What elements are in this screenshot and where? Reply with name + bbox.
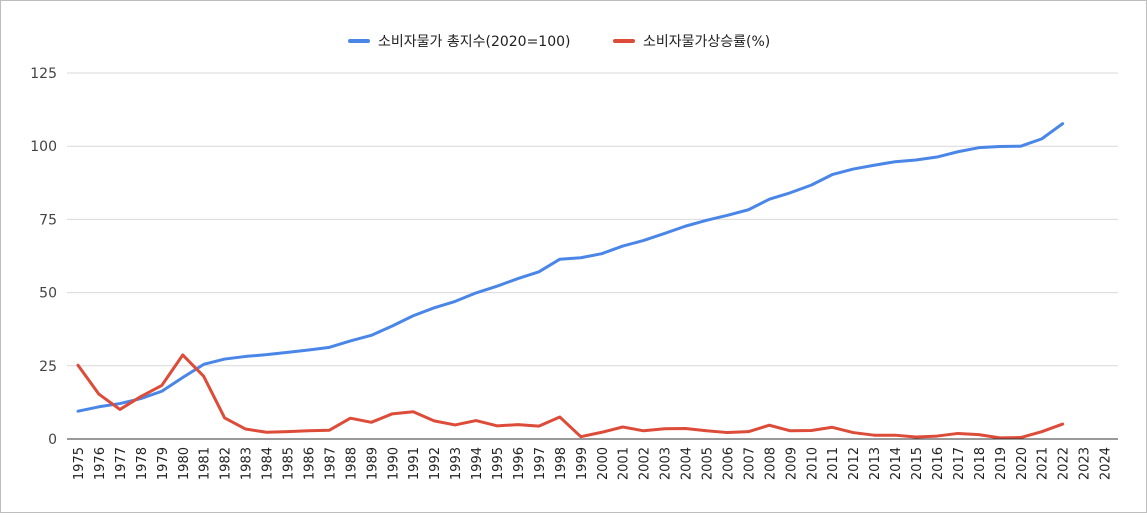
x-tick-label: 2016 [931,447,946,480]
x-tick-label: 1996 [512,447,527,480]
x-tick-label: 1999 [575,447,590,480]
x-tick-label: 1998 [554,447,569,480]
series-line-cpi-index [76,122,1065,413]
x-tick-label: 2015 [910,447,925,480]
x-tick-label: 1990 [386,447,401,480]
x-tick-label: 1983 [240,447,255,480]
x-tick-label: 1988 [344,447,359,480]
x-tick-label: 2003 [659,447,674,480]
legend-label: 소비자물가상승률(%) [643,34,770,50]
y-tick-label: 50 [39,286,57,302]
x-tick-label: 1979 [156,447,171,480]
x-tick-label: 2013 [868,447,883,480]
x-tick-label: 1981 [198,447,213,480]
series-line-inflation-rate [76,353,1065,440]
x-tick-label: 2006 [721,447,736,480]
y-tick-label: 25 [39,359,57,375]
x-tick-label: 1987 [323,447,338,480]
x-tick-label: 1986 [302,447,317,480]
x-tick-label: 2019 [994,447,1009,480]
x-tick-label: 2022 [1057,447,1072,480]
legend-label: 소비자물가 총지수(2020=100) [378,34,571,50]
x-tick-label: 1989 [365,447,380,480]
x-tick-label: 1976 [93,447,108,480]
x-tick-label: 1993 [449,447,464,480]
x-tick-label: 1980 [177,447,192,480]
x-tick-label: 2011 [826,447,841,480]
x-tick-label: 2008 [763,447,778,480]
x-tick-label: 2014 [889,447,904,480]
x-tick-label: 1978 [135,447,150,480]
x-tick-label: 1985 [282,447,297,480]
x-tick-label: 1975 [72,447,87,480]
x-tick-label: 1992 [428,447,443,480]
x-tick-label: 2017 [952,447,967,480]
x-tick-label: 2004 [680,447,695,480]
x-tick-label: 2020 [1015,447,1030,480]
x-tick-label: 2012 [847,447,862,480]
y-tick-label: 125 [30,66,57,82]
x-tick-label: 2023 [1078,447,1093,480]
x-tick-label: 1991 [407,447,422,480]
x-tick-label: 1995 [491,447,506,480]
x-tick-label: 2021 [1036,447,1051,480]
y-tick-label: 75 [39,212,57,228]
x-tick-label: 1977 [114,447,129,480]
x-tick-label: 1984 [261,447,276,480]
x-tick-label: 2009 [784,447,799,480]
x-tick-label: 2005 [701,447,716,480]
y-tick-label: 0 [48,432,57,448]
x-tick-label: 1982 [219,447,234,480]
x-tick-label: 2007 [742,447,757,480]
x-tick-label: 2024 [1099,447,1114,480]
x-tick-label: 1997 [533,447,548,480]
x-tick-label: 2002 [638,447,653,480]
x-tick-label: 2000 [596,447,611,480]
x-tick-label: 2001 [617,447,632,480]
x-tick-label: 1994 [470,447,485,480]
y-tick-label: 100 [30,139,57,155]
x-tick-label: 2018 [973,447,988,480]
x-tick-label: 2010 [805,447,820,480]
